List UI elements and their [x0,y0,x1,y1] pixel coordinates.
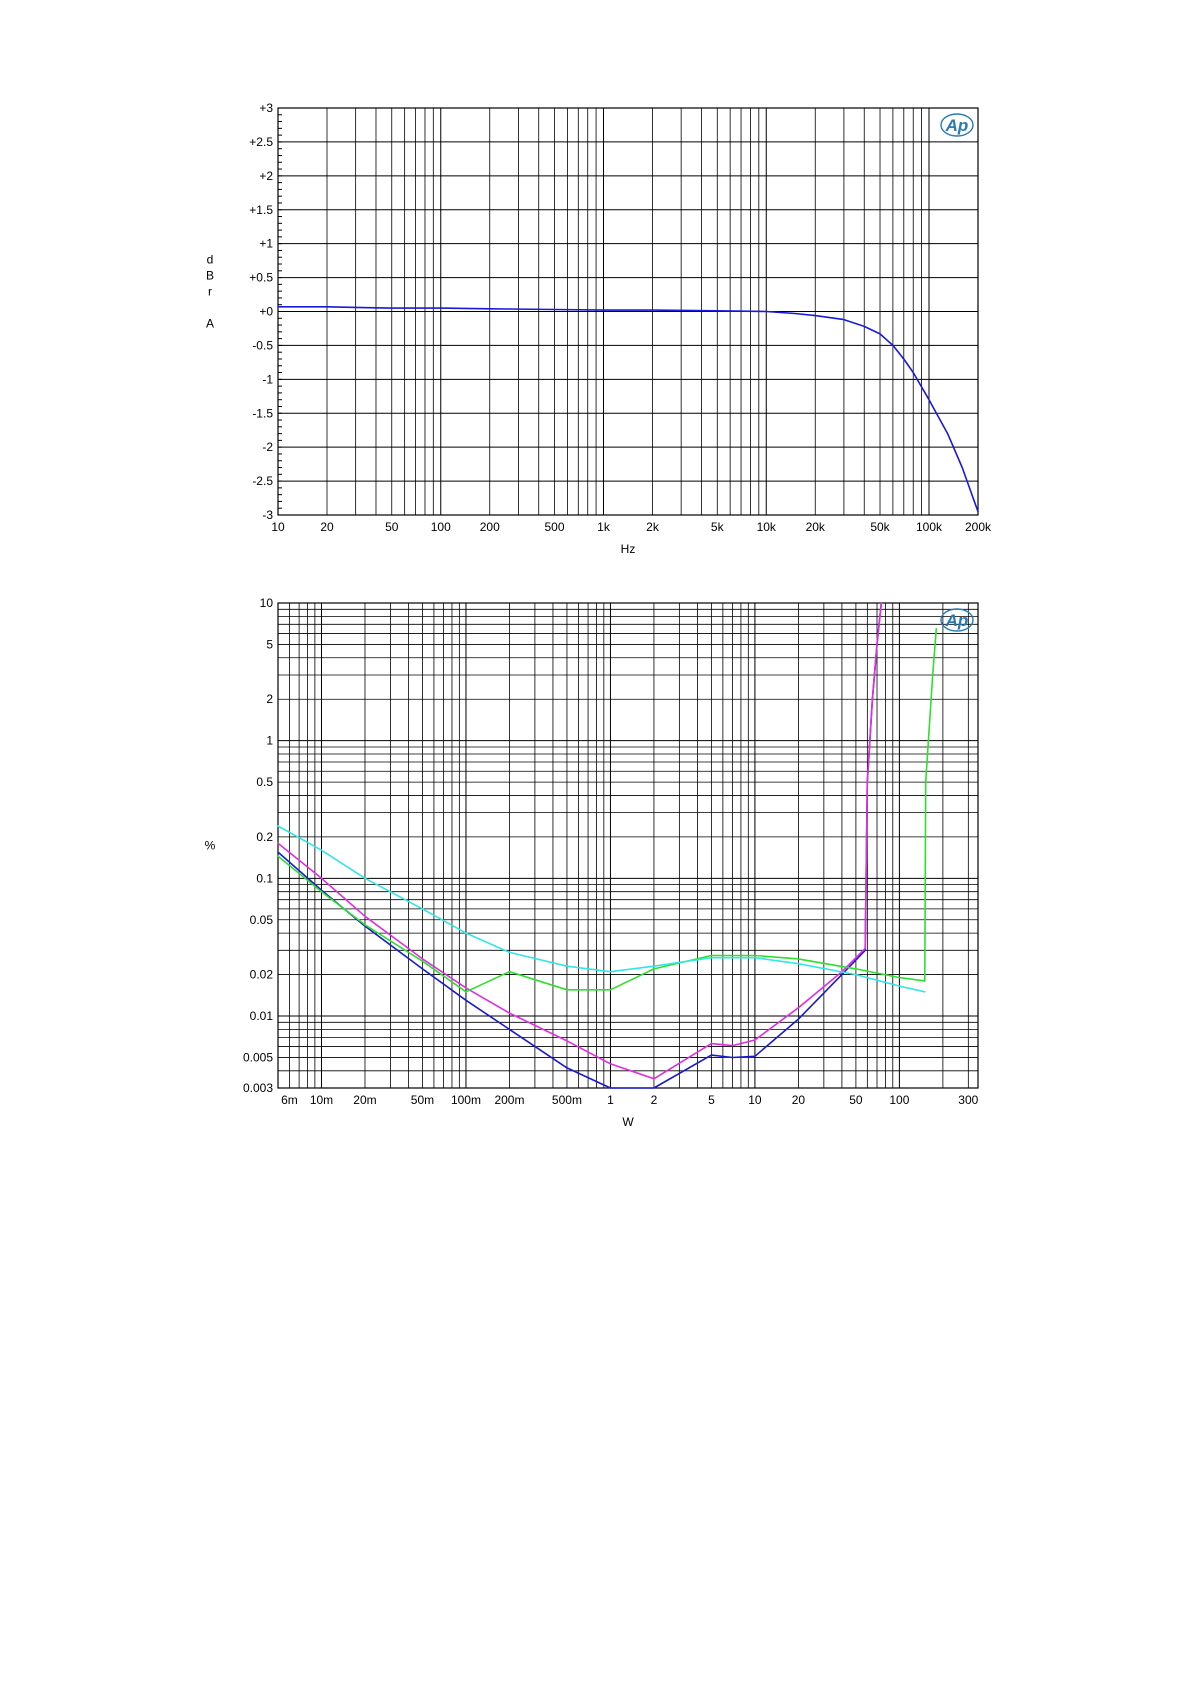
x-axis-label: W [622,1115,634,1129]
x-tick-label: 20m [353,1093,376,1107]
ap-logo-text: Ap [945,116,969,135]
y-tick-label: +3 [259,101,273,115]
series-line [277,602,883,1080]
y-tick-label: +2 [259,169,273,183]
y-tick-label: 2 [266,692,273,706]
y-tick-label: +1 [259,237,273,251]
y-tick-label: -0.5 [252,338,273,352]
y-tick-label: +0.5 [249,271,273,285]
x-tick-label: 10k [757,520,777,534]
y-tick-label: 0.003 [243,1081,273,1095]
thd-vs-power-chart: 6m 10m 20m 50m 100m 200m 500m 1 2 5 10 20 50 100 30010… [205,596,979,1129]
plot-frame [277,602,979,1089]
x-tick-label: 200k [965,520,992,534]
frequency-response-chart: 10 20 50 100 200 500 1k 2k 5k 10k 20k 50k 100k 200k +3… [206,101,992,556]
y-axis-label-char: d [207,253,214,267]
series-line [277,602,883,1089]
x-tick-label: 50 [385,520,399,534]
x-tick-label: 100 [889,1093,909,1107]
y-tick-label: 0.01 [250,1009,274,1023]
x-tick-label: 50m [411,1093,434,1107]
x-tick-label: 1 [607,1093,614,1107]
y-tick-label: 0.5 [256,775,273,789]
x-tick-label: 6m [281,1093,298,1107]
x-tick-label: 20k [806,520,826,534]
y-tick-label: -2 [262,440,273,454]
y-axis-label-char: r [208,285,212,299]
x-tick-label: 1k [597,520,611,534]
y-tick-label: -2.5 [252,474,273,488]
y-tick-label: +1.5 [249,203,273,217]
y-tick-label: 0.005 [243,1050,273,1064]
x-tick-label: 200m [494,1093,524,1107]
x-tick-label: 100k [916,520,943,534]
x-tick-label: 20 [320,520,334,534]
y-tick-label: 0.1 [256,871,273,885]
x-tick-label: 10 [748,1093,762,1107]
y-tick-label: 0.05 [250,913,274,927]
y-axis-label: % [205,839,216,853]
y-axis-label-char: A [206,317,214,331]
y-tick-label: -1 [262,372,273,386]
x-tick-label: 500m [552,1093,582,1107]
series-line [277,305,979,513]
x-tick-label: 200 [480,520,500,534]
x-tick-label: 2 [651,1093,658,1107]
y-tick-label: 0.2 [256,830,273,844]
plot-frame [277,107,979,516]
x-tick-label: 300 [958,1093,978,1107]
series-line [277,627,938,993]
x-tick-label: 10m [310,1093,333,1107]
y-tick-label: 1 [266,734,273,748]
y-tick-label: 5 [266,637,273,651]
x-tick-label: 100m [451,1093,481,1107]
x-tick-label: 100 [431,520,451,534]
series-line [277,825,926,993]
y-tick-label: 0.02 [250,968,274,982]
y-tick-label: +2.5 [249,135,273,149]
ap-logo-ring [940,608,974,632]
ap-logo-ring [940,113,974,137]
x-tick-label: 20 [792,1093,806,1107]
y-tick-label: +0 [259,305,273,319]
x-tick-label: 50 [849,1093,863,1107]
x-tick-label: 2k [646,520,660,534]
x-axis-label: Hz [621,542,636,556]
x-tick-label: 50k [870,520,890,534]
y-tick-label: -1.5 [252,406,273,420]
ap-logo-text: Ap [945,611,969,630]
x-tick-label: 5 [708,1093,715,1107]
y-axis-label-char: B [206,269,214,283]
x-tick-label: 5k [711,520,725,534]
x-tick-label: 500 [544,520,564,534]
x-tick-label: 10 [271,520,285,534]
y-tick-label: 10 [260,596,274,610]
y-tick-label: -3 [262,508,273,522]
